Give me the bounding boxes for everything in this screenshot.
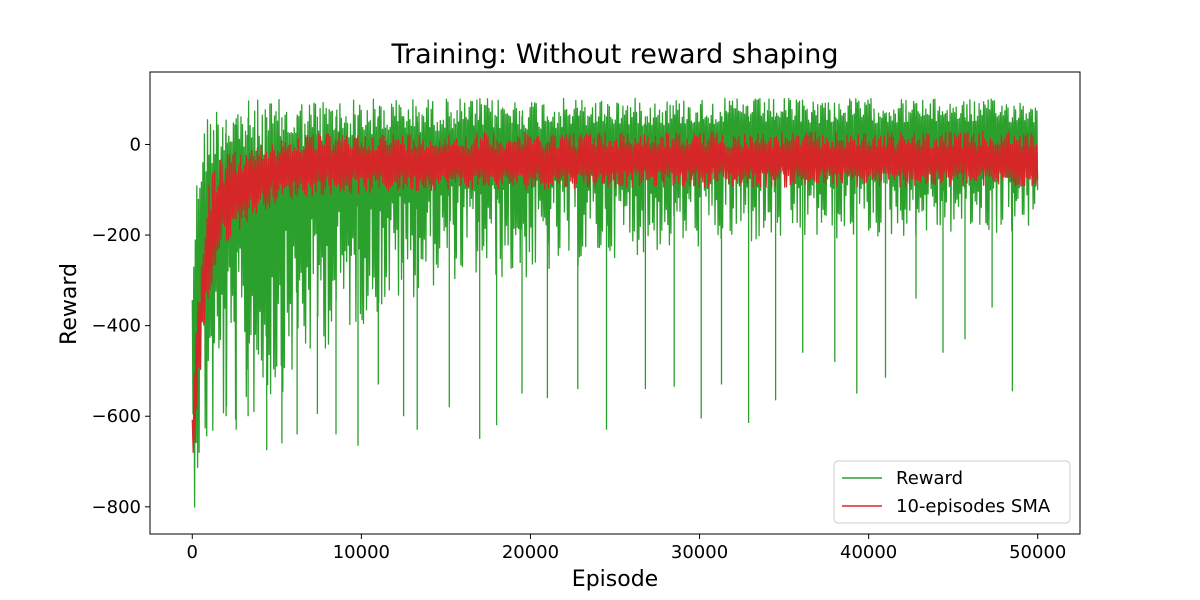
y-tick-label: 0	[130, 134, 141, 155]
x-tick-label: 30000	[671, 542, 728, 563]
x-axis-label: Episode	[572, 567, 658, 592]
series-sma	[191, 131, 1039, 453]
y-tick-label: −400	[92, 316, 141, 337]
legend-box	[833, 460, 1071, 524]
y-axis-label: Reward	[57, 263, 82, 345]
x-tick-label: 10000	[333, 542, 390, 563]
x-tick-label: 50000	[1009, 542, 1066, 563]
y-tick-label: −200	[92, 225, 141, 246]
chart-title: Training: Without reward shaping	[390, 39, 838, 70]
y-tick-label: −600	[92, 406, 141, 427]
legend-reward-label: Reward	[896, 468, 963, 489]
legend-sma-label: 10-episodes SMA	[896, 496, 1051, 517]
legend: Reward 10-episodes SMA	[833, 460, 1071, 524]
x-axis: 0 10000 20000 30000 40000 50000	[187, 534, 1066, 563]
sma-line	[191, 131, 1039, 453]
x-tick-label: 20000	[502, 542, 559, 563]
y-tick-label: −800	[92, 497, 141, 518]
reward-line	[191, 97, 1039, 508]
plot-frame	[149, 71, 1081, 535]
x-tick-label: 0	[187, 542, 198, 563]
y-axis: −800 −600 −400 −200 0	[92, 134, 150, 518]
x-tick-label: 40000	[840, 542, 897, 563]
plot-data	[191, 97, 1039, 508]
